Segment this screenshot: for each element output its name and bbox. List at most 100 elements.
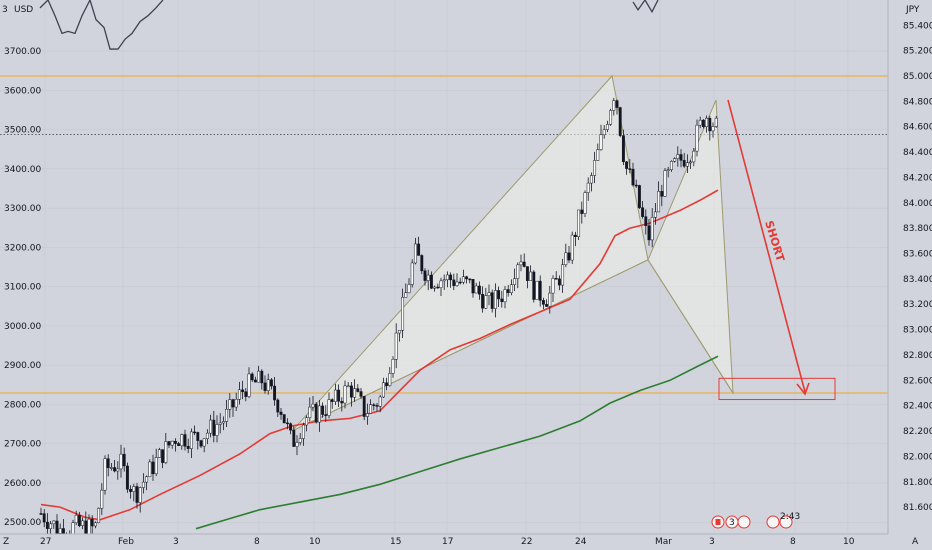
- x-axis-tick-label: 24: [575, 537, 587, 547]
- candle-up: [404, 292, 408, 298]
- candle-down: [429, 274, 433, 289]
- candle-down: [273, 385, 277, 401]
- candle-down: [90, 518, 94, 527]
- candle-up: [410, 262, 414, 285]
- short-arrow-head: [796, 382, 810, 396]
- candle-up: [154, 457, 158, 475]
- candle-up: [93, 522, 97, 527]
- right-axis-tick-label: 83.000: [903, 326, 932, 336]
- candle-up: [602, 129, 606, 136]
- candle-up: [564, 252, 568, 266]
- candle-down: [644, 216, 648, 226]
- right-axis-tick-label: 84.400: [903, 148, 932, 158]
- candle-up: [705, 117, 709, 127]
- right-axis-ticks[interactable]: 81.600 81.800 82.000 82.200 82.400 82.600 82.8…: [903, 21, 932, 513]
- right-axis-bg: [888, 0, 932, 534]
- candle-up: [551, 278, 555, 294]
- candle-down: [173, 440, 177, 444]
- x-axis-tick-label: 17: [442, 537, 453, 547]
- right-axis-tick-label: 85.400: [903, 21, 932, 31]
- candle-up: [381, 382, 385, 398]
- event-badges[interactable]: 3 2:43: [711, 512, 800, 529]
- candle-up: [103, 458, 107, 491]
- candle-up: [157, 449, 161, 458]
- candle-up: [343, 385, 347, 404]
- flag-icon[interactable]: [766, 515, 780, 529]
- candle-down: [241, 389, 245, 392]
- candle-up: [141, 481, 145, 488]
- candle-down: [436, 286, 440, 289]
- candle-down: [244, 391, 248, 397]
- candle-down: [660, 191, 664, 197]
- candle-down: [314, 403, 318, 423]
- axis-letter-right[interactable]: A: [912, 537, 919, 547]
- right-axis-tick-label: 81.600: [903, 503, 932, 513]
- flag-icon[interactable]: [737, 515, 751, 529]
- candle-up: [516, 264, 520, 279]
- candle-down: [631, 168, 635, 186]
- flag-icon[interactable]: [779, 515, 793, 529]
- usd-line-right: [632, 0, 659, 14]
- candle-down: [625, 161, 629, 169]
- candle-down: [212, 419, 216, 436]
- candle-up: [689, 161, 693, 164]
- x-axis-tick-label: 3: [709, 537, 715, 547]
- candle-down: [183, 434, 187, 447]
- right-axis-tick-label: 82.400: [903, 402, 932, 412]
- candle-down: [637, 185, 641, 208]
- candle-up: [145, 476, 149, 483]
- right-axis-tick-label: 84.600: [903, 123, 932, 133]
- candle-up: [586, 182, 590, 193]
- left-axis-ticks[interactable]: 2500.00 2600.00 2700.00 2800.00 2900.00 3000.…: [4, 47, 41, 528]
- event-count: 3: [729, 518, 735, 528]
- candle-down: [497, 290, 501, 300]
- candle-down: [135, 486, 139, 503]
- candle-down: [634, 184, 638, 187]
- candle-down: [292, 429, 296, 447]
- candle-up: [714, 117, 718, 127]
- candle-up: [593, 160, 597, 176]
- candle-down: [708, 117, 712, 132]
- candle-up: [164, 441, 168, 463]
- candle-up: [388, 373, 392, 386]
- left-axis-tick-label: 3400.00: [4, 165, 41, 175]
- candle-up: [97, 508, 101, 524]
- candle-down: [567, 252, 571, 261]
- candle-down: [106, 458, 110, 469]
- candle-up: [609, 110, 613, 125]
- left-axis-tick-label: 2900.00: [4, 361, 41, 371]
- candle-down: [253, 379, 257, 383]
- candle-up: [221, 421, 225, 424]
- candle-up: [663, 170, 667, 197]
- candle-up: [583, 192, 587, 214]
- candle-down: [538, 280, 542, 301]
- candle-up: [295, 442, 299, 447]
- candle-down: [641, 207, 645, 217]
- candle-up: [215, 424, 219, 436]
- left-axis-tick-label: 2500.00: [4, 518, 41, 528]
- candle-up: [333, 389, 337, 402]
- candle-down: [151, 461, 155, 475]
- candle-up: [612, 100, 616, 111]
- candle-down: [282, 414, 286, 424]
- candle-down: [113, 467, 117, 472]
- candle-up: [535, 280, 539, 300]
- left-axis-tick-label: 3000.00: [4, 322, 41, 332]
- candle-down: [449, 274, 453, 281]
- candle-down: [260, 370, 264, 384]
- candle-down: [276, 399, 280, 413]
- right-axis-tick-label: 85.200: [903, 47, 932, 57]
- candle-down: [573, 234, 577, 237]
- right-axis-tick-label: 82.200: [903, 427, 932, 437]
- candle-up: [394, 332, 398, 360]
- candle-up: [509, 284, 513, 294]
- candle-up: [327, 399, 331, 416]
- right-axis-tick-label: 82.800: [903, 351, 932, 361]
- candle-down: [45, 521, 49, 529]
- candle-down: [77, 514, 81, 526]
- candle-down: [250, 373, 254, 381]
- candle-down: [481, 293, 485, 309]
- candle-up: [455, 281, 459, 286]
- x-axis-ticks[interactable]: 27 Feb 3 8 10 15 17 22 24 Mar 3 8 10: [40, 537, 855, 547]
